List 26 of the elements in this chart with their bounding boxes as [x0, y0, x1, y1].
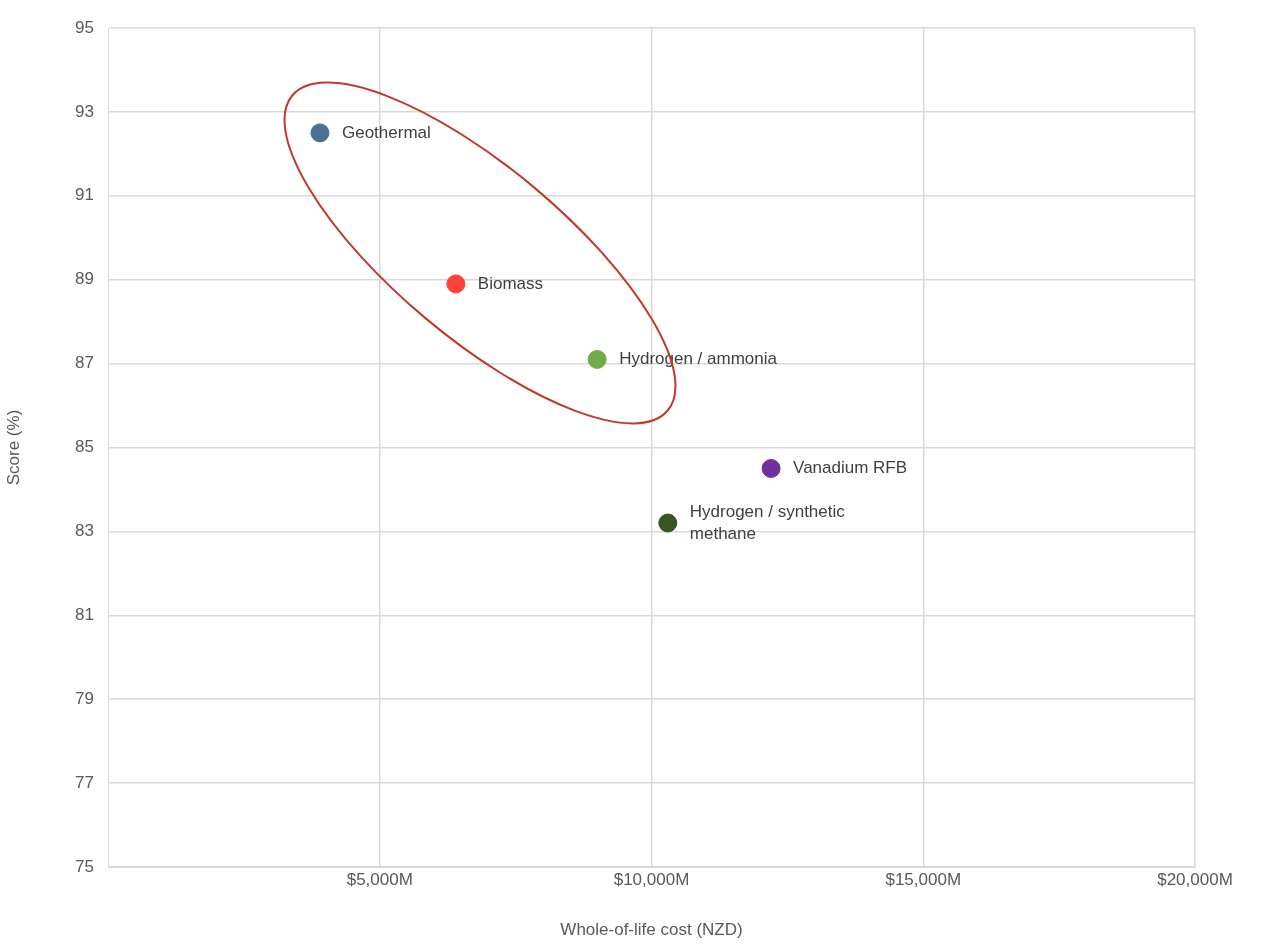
x-tick-label: $5,000M: [346, 869, 413, 889]
x-tick-label: $10,000M: [613, 869, 690, 889]
y-tick-label: 91: [75, 185, 94, 205]
y-tick-label: 77: [75, 772, 94, 792]
y-tick-label: 95: [75, 17, 94, 37]
point: [446, 274, 466, 294]
point: [587, 349, 607, 369]
y-axis-title: Score (%): [3, 409, 23, 486]
point: [658, 513, 678, 533]
x-tick-label: $15,000M: [885, 869, 962, 889]
y-tick-label: 81: [75, 604, 94, 624]
y-tick-label: 85: [75, 437, 94, 457]
y-tick-label: 87: [75, 353, 94, 373]
series-label: Vanadium RFB: [793, 458, 908, 478]
y-tick-label: 79: [75, 688, 94, 708]
y-tick-label: 93: [75, 101, 94, 121]
x-axis-title: Whole-of-life cost (NZD): [560, 920, 743, 940]
series-label: Hydrogen / synthetic methane: [689, 501, 846, 543]
y-tick-label: 75: [75, 856, 94, 876]
point: [761, 458, 781, 478]
point: [310, 123, 330, 143]
y-tick-label: 89: [75, 269, 94, 289]
series-label: Biomass: [477, 273, 544, 293]
series-label: Geothermal: [341, 122, 431, 142]
y-tick-label: 83: [75, 521, 94, 541]
x-tick-label: $20,000M: [1157, 869, 1233, 889]
